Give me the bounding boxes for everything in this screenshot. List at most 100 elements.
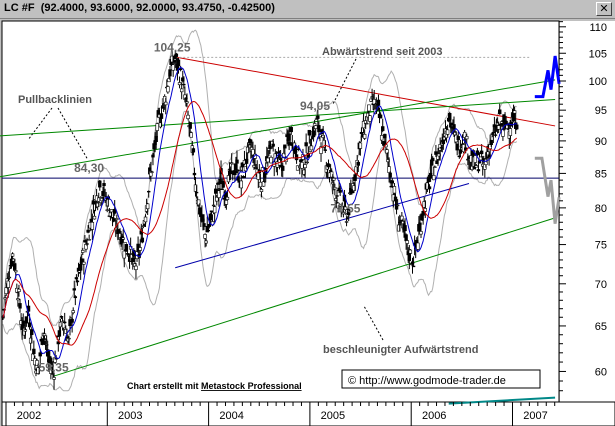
y-axis-panel [560,21,615,402]
symbol-label: LC #F [4,2,35,14]
candle-body [294,154,299,161]
annotation-pullback: Pullbacklinien [18,94,92,106]
candle-body [515,124,519,130]
candle-body [90,221,95,230]
candles [1,47,519,390]
trendline-accelerated-uptrend [53,217,556,377]
credit-link[interactable]: Metastock Professional [201,381,302,391]
candle-body [151,154,155,158]
candle-body [381,126,385,131]
trendline-pullback [0,79,556,178]
candle-body [197,199,201,206]
candle-body [91,200,96,205]
candle-body [489,139,493,146]
candle-body [112,208,117,214]
candle-body [182,83,186,86]
candle-body [82,261,86,265]
candle-body [323,149,327,151]
candle-body [92,215,97,220]
candle-body [448,112,452,121]
y-tick-label: 110 [589,22,607,34]
candle-body [416,242,420,250]
candle-body [78,263,83,271]
x-tick-label: 2007 [523,410,547,422]
copyright-text[interactable]: © http://www.godmode-trader.de [348,375,506,387]
candle-body [300,162,304,169]
candle-body [115,218,119,220]
close-icon[interactable]: ✕ [596,2,612,16]
candle-body [209,210,214,213]
candle-body [387,166,391,173]
candle-body [293,146,298,153]
candle-body [134,265,138,270]
candle-body [379,135,384,141]
candle-body [56,341,61,345]
candle-body [365,122,369,125]
candle-body [343,206,348,211]
forecast-bullish-path [534,55,561,99]
candle-body [62,321,67,324]
candle-body [411,265,416,268]
candle-body [498,109,502,115]
candle-body [400,215,404,221]
candle-body [85,243,89,245]
candle-body [419,231,423,235]
candle-body [421,210,425,216]
credit-line: Chart erstellt mit Metastock Professiona… [127,381,302,391]
candle-body [3,297,7,300]
trendline-pullback [0,98,556,137]
candle-body [333,187,337,190]
candle-body [288,142,292,145]
candle-body [221,180,225,188]
candle-body [18,303,22,309]
candle-body [428,172,433,179]
candle-body [98,180,102,188]
title-bar: LC #F (92.4000, 93.6000, 92.0000, 93.475… [0,0,615,19]
candle-body [304,142,308,147]
candle-body [121,237,125,240]
y-tick-label: 95 [595,105,607,117]
x-tick-label: 2002 [17,410,41,422]
y-tick-label: 90 [595,136,607,148]
price-label: 94,05 [300,99,330,113]
candle-body [30,329,34,335]
candle-body [493,134,498,136]
candle-body [258,181,263,188]
candle-body [269,156,273,164]
candle-body [185,101,189,104]
candle-body [462,131,467,138]
candle-body [154,136,158,143]
candle-body [52,377,56,380]
candle-body [80,258,84,265]
candle-body [316,115,320,119]
candle-body [372,99,376,105]
candle-body [228,168,233,175]
candle-body [71,310,75,314]
candle-body [445,129,450,135]
candle-body [240,162,245,168]
candle-body [361,121,366,129]
candle-body [508,128,513,136]
y-axis-ticks: 60 65 70 75 80 85 90 95 100 105 110 [559,21,607,392]
copyright-box [341,369,541,389]
pointer-uptrend [363,305,384,341]
candle-body [295,165,300,171]
candle-body [271,143,275,147]
candle-body [87,239,91,241]
candle-body [140,237,145,243]
price-label: 78,55 [330,201,360,215]
candle-body [473,155,477,163]
candle-body [326,163,331,168]
candle-body [186,114,190,119]
candle-body [299,159,303,163]
candle-body [465,136,469,140]
candle-body [358,142,363,149]
candle-body [434,151,438,155]
candle-body [171,64,175,71]
candle-body [261,181,266,187]
candle-body [10,253,15,257]
candle-body [511,114,516,122]
candle-body [67,337,71,340]
candle-body [159,113,164,119]
y-tick-label: 60 [595,366,607,378]
